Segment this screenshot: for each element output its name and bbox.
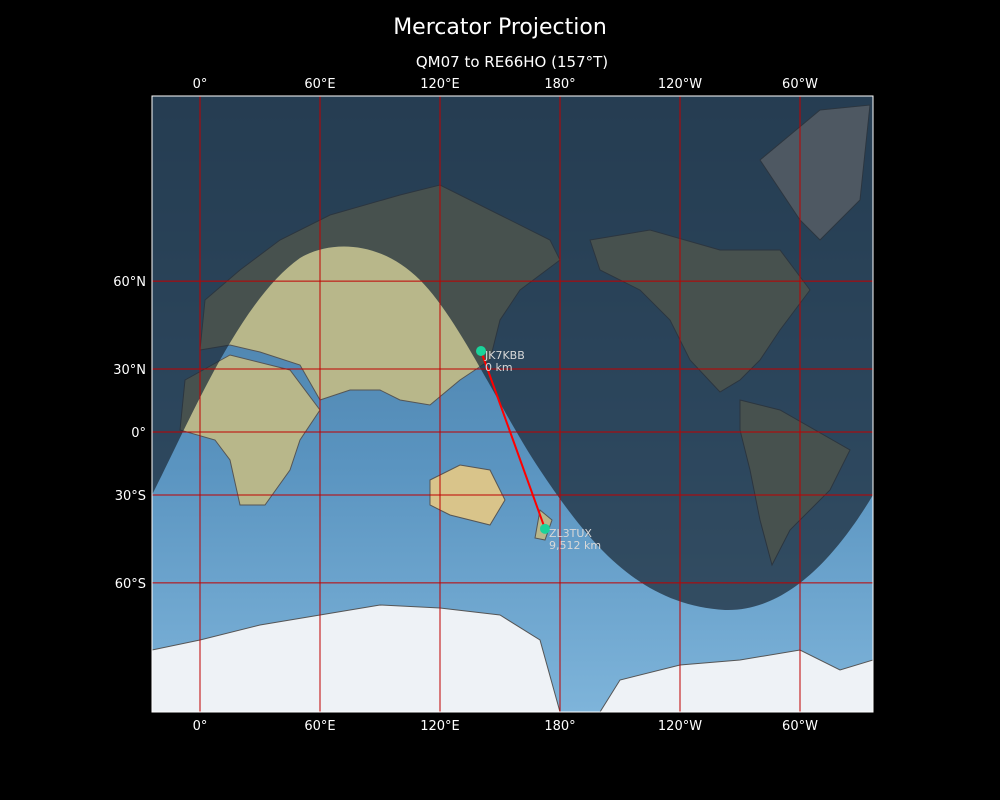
map-subtitle: QM07 to RE66HO (157°T) (416, 53, 608, 71)
x-tick-label-top: 180° (544, 77, 575, 92)
figure-title: Mercator Projection (393, 15, 607, 40)
x-tick-label-bottom: 120°W (658, 719, 702, 734)
x-tick-label-top: 60°E (304, 77, 335, 92)
station-callsign: ZL3TUX (549, 527, 592, 540)
y-tick-label: 30°S (115, 489, 146, 504)
y-tick-label: 60°S (115, 577, 146, 592)
station-marker[interactable] (540, 523, 550, 534)
x-tick-label-top: 120°W (658, 77, 702, 92)
y-tick-label: 30°N (113, 363, 146, 378)
station-callsign: JK7KBB (484, 349, 525, 362)
night-shade (152, 96, 873, 611)
x-tick-label-bottom: 60°W (782, 719, 818, 734)
x-tick-label-bottom: 120°E (420, 719, 460, 734)
x-tick-label-top: 60°W (782, 77, 818, 92)
x-tick-label-bottom: 60°E (304, 719, 335, 734)
x-tick-label-top: 0° (193, 77, 208, 92)
graticule (152, 96, 873, 712)
x-tick-label-top: 120°E (420, 77, 460, 92)
station-distance: 9,512 km (549, 539, 601, 552)
y-tick-label: 60°N (113, 275, 146, 290)
station-distance: 0 km (485, 361, 513, 374)
x-tick-label-bottom: 180° (544, 719, 575, 734)
great-circle-path (480, 350, 546, 530)
x-tick-label-bottom: 0° (193, 719, 208, 734)
y-tick-label: 0° (131, 426, 146, 441)
station-marker[interactable] (476, 345, 486, 356)
map-frame (151, 95, 874, 713)
africa (179, 354, 321, 506)
